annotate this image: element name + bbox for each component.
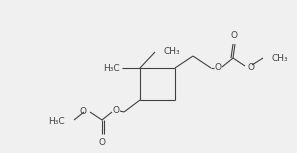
Text: O: O [248,62,255,71]
Text: CH₃: CH₃ [164,47,181,56]
Text: H₃C: H₃C [48,116,65,125]
Text: H₃C: H₃C [103,63,120,73]
Text: O: O [214,62,222,71]
Text: O: O [99,138,105,147]
Text: O: O [230,31,238,40]
Text: CH₃: CH₃ [272,54,289,62]
Text: O: O [113,106,119,114]
Text: O: O [80,106,87,116]
